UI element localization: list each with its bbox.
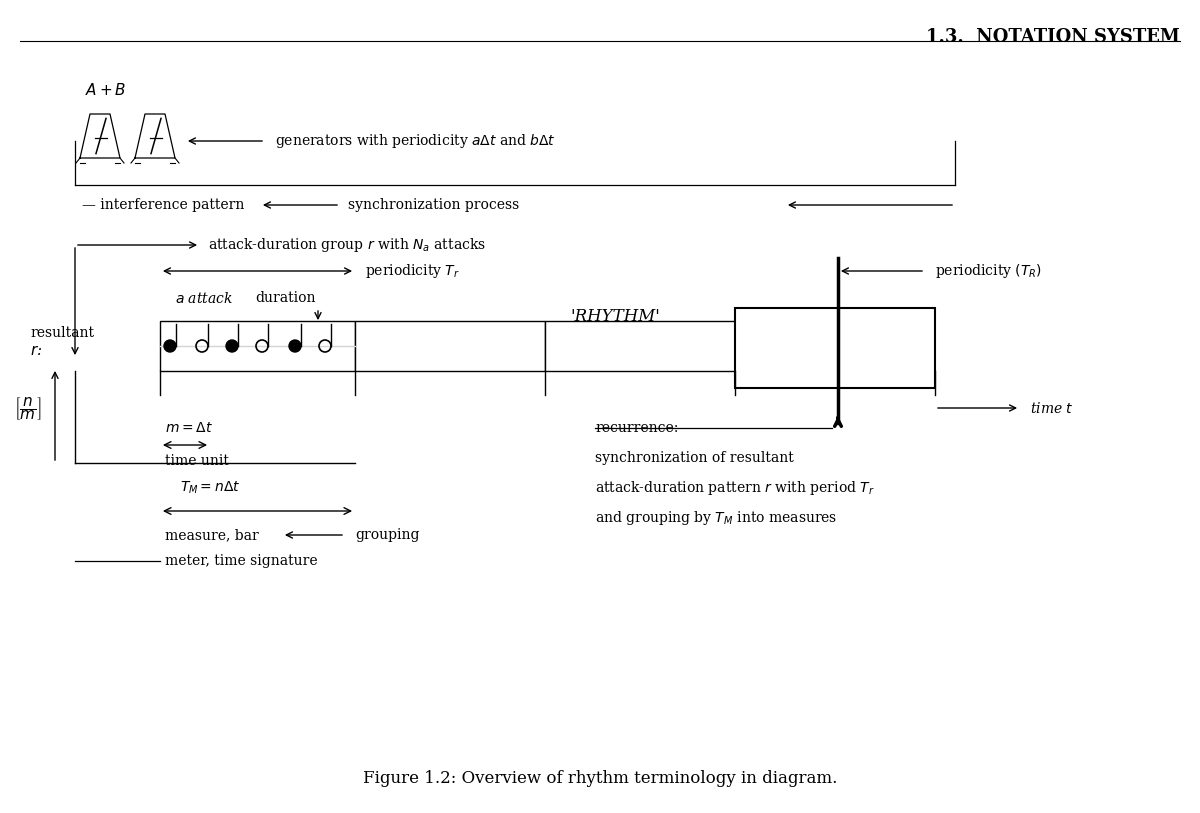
Text: measure, bar: measure, bar: [166, 528, 259, 542]
Text: — interference pattern: — interference pattern: [82, 198, 245, 212]
Bar: [545, 321, 734, 371]
Bar: [160, 321, 355, 371]
Text: 'RHYTHM': 'RHYTHM': [570, 307, 660, 324]
Text: $A + B$: $A + B$: [85, 82, 126, 98]
Text: duration: duration: [254, 291, 316, 305]
Text: $a$ attack: $a$ attack: [175, 290, 233, 306]
Text: attack-duration pattern $r$ with period $T_r$: attack-duration pattern $r$ with period …: [595, 479, 875, 497]
Text: attack-duration group $r$ with $N_a$ attacks: attack-duration group $r$ with $N_a$ att…: [208, 236, 486, 254]
Text: Figure 1.2: Overview of rhythm terminology in diagram.: Figure 1.2: Overview of rhythm terminolo…: [362, 769, 838, 786]
Text: recurrence:: recurrence:: [595, 421, 678, 435]
Bar: [734, 308, 935, 388]
Text: grouping: grouping: [355, 528, 420, 542]
Text: $m = \Delta t$: $m = \Delta t$: [166, 421, 212, 435]
Text: generators with periodicity $a\Delta t$ and $b\Delta t$: generators with periodicity $a\Delta t$ …: [275, 132, 556, 150]
Text: time $t$: time $t$: [1030, 401, 1074, 415]
Text: $\left[\dfrac{n}{m}\right]$: $\left[\dfrac{n}{m}\right]$: [14, 394, 42, 421]
Bar: [355, 321, 545, 371]
Text: meter, time signature: meter, time signature: [166, 554, 318, 568]
Text: periodicity $(T_R)$: periodicity $(T_R)$: [935, 262, 1042, 280]
Text: periodicity $T_r$: periodicity $T_r$: [365, 262, 460, 280]
Circle shape: [226, 340, 238, 352]
Text: and grouping by $T_M$ into measures: and grouping by $T_M$ into measures: [595, 509, 838, 527]
Circle shape: [164, 340, 176, 352]
Circle shape: [289, 340, 301, 352]
Text: resultant: resultant: [30, 326, 94, 340]
Text: synchronization process: synchronization process: [348, 198, 520, 212]
Text: $r$:: $r$:: [30, 344, 42, 358]
Text: time unit: time unit: [166, 454, 229, 468]
Text: synchronization of resultant: synchronization of resultant: [595, 451, 793, 465]
Text: 1.3.  NOTATION SYSTEM: 1.3. NOTATION SYSTEM: [926, 28, 1180, 46]
Text: $T_M = n\Delta t$: $T_M = n\Delta t$: [180, 480, 240, 496]
